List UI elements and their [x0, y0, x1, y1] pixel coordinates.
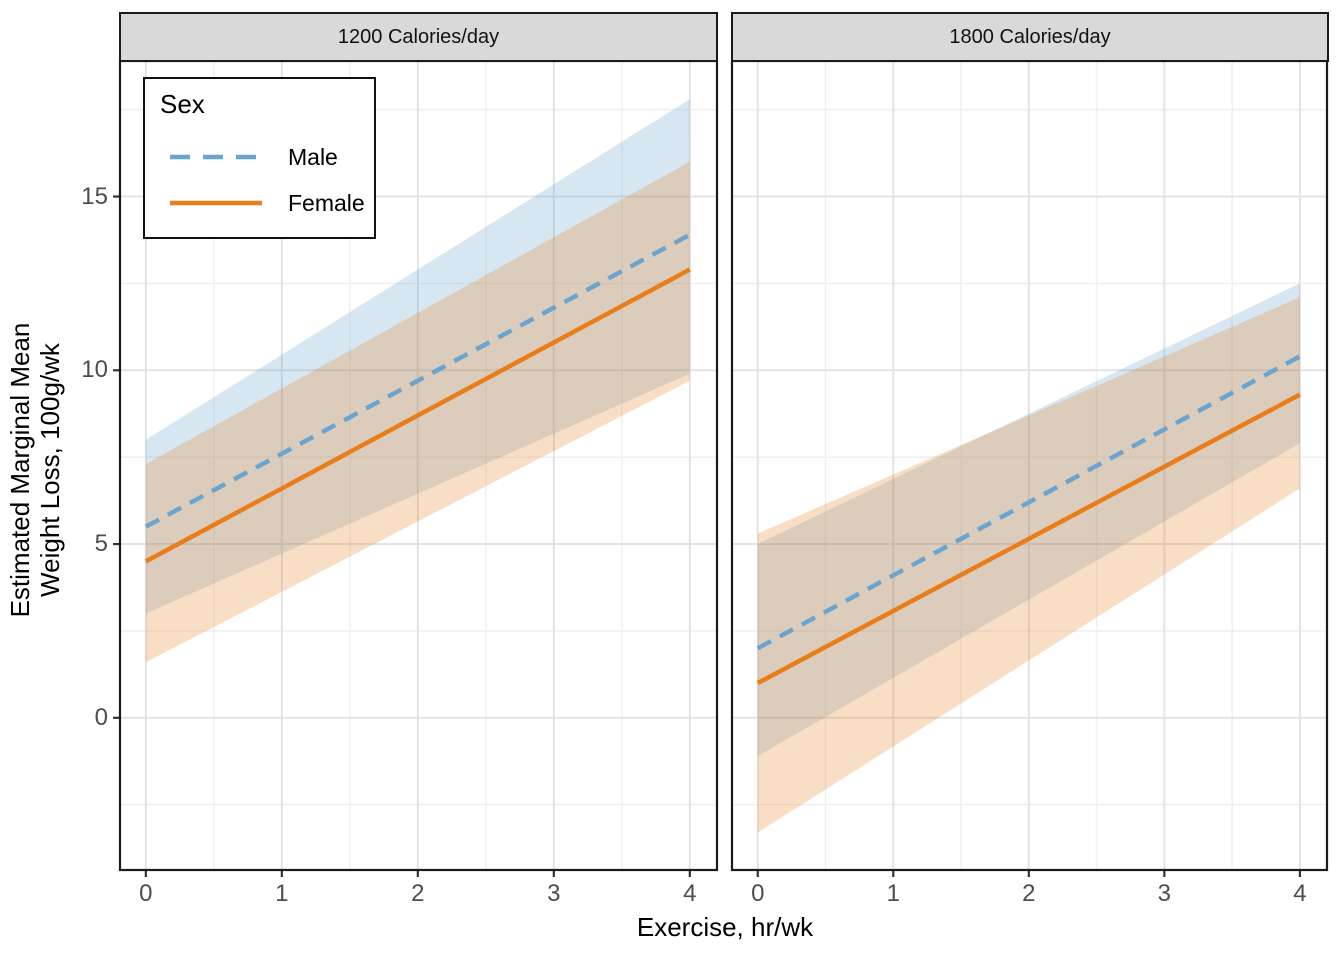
female-mean-line [144, 267, 691, 564]
y-tick-label: 0 [94, 703, 108, 731]
facet-panel [113, 59, 719, 877]
legend-label-female: Female [288, 189, 365, 216]
male-ci-ribbon [145, 99, 690, 614]
facet-strip-label: 1200 Calories/day [337, 25, 500, 48]
legend-label-male: Male [288, 143, 338, 170]
legend: Sex Male Female [143, 77, 376, 239]
legend-title: Sex [160, 89, 205, 119]
x-tick-label: 4 [1293, 880, 1307, 907]
x-tick-label: 2 [1022, 880, 1036, 907]
x-tick-label: 1 [886, 880, 900, 907]
y-axis-title-line1: Estimated Marginal Mean [5, 322, 36, 618]
x-tick-label: 2 [411, 880, 425, 907]
x-axis-title: Exercise, hr/wk [636, 912, 814, 942]
facet-strip-1200: 1200 Calories/day [119, 12, 718, 62]
male-ci-ribbon [757, 283, 1300, 757]
x-tick-label: 3 [547, 880, 561, 907]
y-tick-label: 10 [81, 356, 108, 384]
female-ci-ribbon [145, 161, 690, 663]
x-tick-label: 4 [683, 880, 697, 907]
y-tick-label: 5 [94, 530, 108, 558]
x-tick-label: 0 [751, 880, 765, 907]
male-mean-line [144, 232, 691, 529]
x-tick-label: 1 [275, 880, 289, 907]
x-tick-label: 0 [139, 880, 153, 907]
x-tick-label: 3 [1157, 880, 1172, 907]
legend-item-female: Female [170, 189, 365, 217]
male-dashed-line-key [170, 154, 262, 160]
male-mean-line [756, 354, 1301, 651]
facet-strip-1800: 1800 Calories/day [731, 12, 1329, 62]
female-mean-line [756, 392, 1301, 686]
facet-panel [730, 59, 1329, 877]
legend-item-male: Male [170, 143, 338, 171]
female-solid-line-key [170, 200, 262, 206]
facet-strip-label: 1800 Calories/day [949, 25, 1111, 48]
y-tick-label: 15 [81, 182, 108, 210]
